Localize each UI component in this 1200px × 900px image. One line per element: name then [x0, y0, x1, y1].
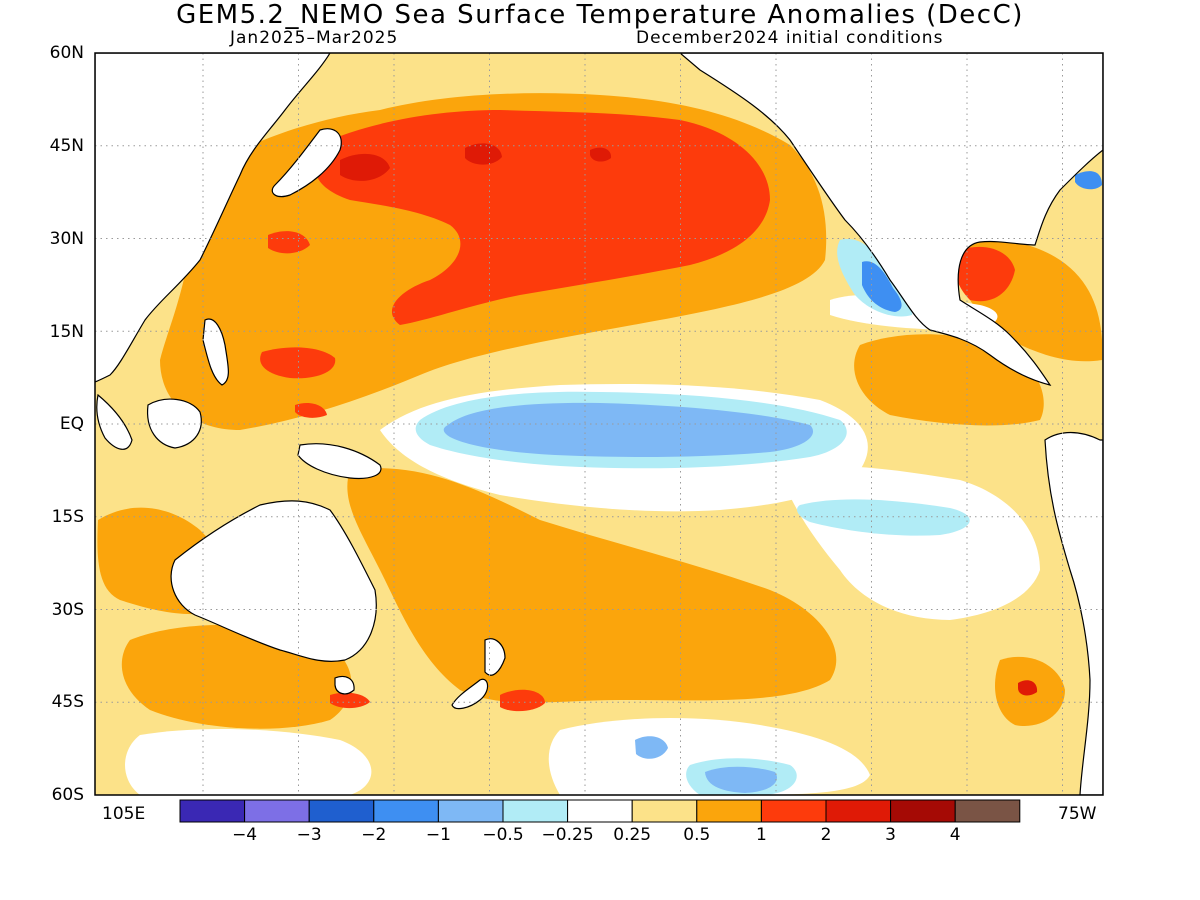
lat-label: 30N [49, 229, 84, 249]
colorbar-label: 0.5 [683, 825, 711, 845]
colorbar-label: −2 [361, 825, 387, 845]
very-strong-warm-anomaly [1018, 680, 1038, 696]
cool-anomaly-region [443, 402, 814, 457]
forecast-period: Jan2025–Mar2025 [230, 28, 399, 48]
colorbar-swatch [502, 799, 569, 823]
landmass-south-america [1044, 431, 1103, 795]
colorbar-label: 1 [755, 825, 767, 845]
colorbar-swatch [890, 799, 956, 823]
colorbar-swatch [760, 799, 827, 823]
cool-anomaly-region [797, 499, 970, 536]
warm-anomaly-region [347, 468, 837, 703]
strong-warm-anomaly [500, 689, 545, 712]
strong-warm-anomaly [330, 692, 370, 709]
anomaly-field [95, 53, 1103, 795]
colorbar-swatch [244, 799, 310, 823]
colorbar-label: −0.5 [482, 825, 524, 845]
landmass-tasmania [334, 675, 355, 695]
lat-label: 15N [49, 322, 84, 342]
initial-conditions: December2024 initial conditions [636, 28, 944, 48]
colorbar-swatch [631, 799, 698, 823]
landmass-asia [95, 53, 331, 383]
strong-warm-anomaly [268, 231, 310, 254]
landmass-philippines [202, 318, 229, 386]
landmass-australia [170, 500, 377, 662]
colorbar-swatch [954, 799, 1021, 823]
landmass-sumatra [96, 393, 133, 450]
cool-anomaly-region [635, 736, 668, 759]
landmass-borneo [147, 398, 202, 449]
colorbar-label: 3 [885, 825, 897, 845]
lon-label-east: 75W [1058, 804, 1097, 824]
lat-label: 60S [51, 785, 84, 805]
landmass-north-america [679, 53, 1103, 386]
lat-label: EQ [59, 414, 84, 434]
colorbar [179, 799, 1021, 823]
lat-label: 45S [51, 692, 84, 712]
lat-label: 30S [51, 600, 84, 620]
neutral-region [125, 728, 372, 795]
lon-label-west: 105E [102, 804, 146, 824]
landmass-japan [271, 128, 342, 198]
cool-anomaly-region [705, 766, 777, 793]
map-frame [94, 52, 1104, 796]
colorbar-swatch [567, 799, 633, 823]
strong-warm-anomaly [954, 246, 1015, 302]
colorbar-label: −3 [296, 825, 322, 845]
landmass-new-guinea [297, 443, 382, 480]
colorbar-label: 4 [949, 825, 961, 845]
colorbar-label: −1 [425, 825, 451, 845]
colorbar-swatch [437, 799, 504, 823]
colorbar-swatch [825, 799, 892, 823]
lat-label: 60N [49, 43, 84, 63]
very-strong-warm-anomaly [465, 143, 502, 165]
colorbar-label: 2 [820, 825, 832, 845]
chart-title: GEM5.2_NEMO Sea Surface Temperature Anom… [176, 0, 1024, 30]
colorbar-label: 0.25 [613, 825, 652, 845]
colorbar-swatch [373, 799, 439, 823]
strong-warm-anomaly [315, 110, 770, 325]
colorbar-label: −0.25 [541, 825, 594, 845]
cool-anomaly-region [1075, 171, 1102, 190]
very-strong-warm-anomaly [340, 153, 390, 181]
colorbar-swatch [179, 799, 246, 823]
colorbar-label: −4 [232, 825, 258, 845]
lat-label: 45N [49, 136, 84, 156]
colorbar-swatch [696, 799, 762, 823]
colorbar-swatch [308, 799, 375, 823]
strong-warm-anomaly [260, 347, 336, 379]
coastlines [95, 53, 1103, 795]
very-strong-warm-anomaly [590, 147, 612, 162]
strong-warm-anomaly [295, 403, 327, 418]
lat-label: 15S [51, 507, 84, 527]
landmass-new-zealand [451, 678, 489, 710]
